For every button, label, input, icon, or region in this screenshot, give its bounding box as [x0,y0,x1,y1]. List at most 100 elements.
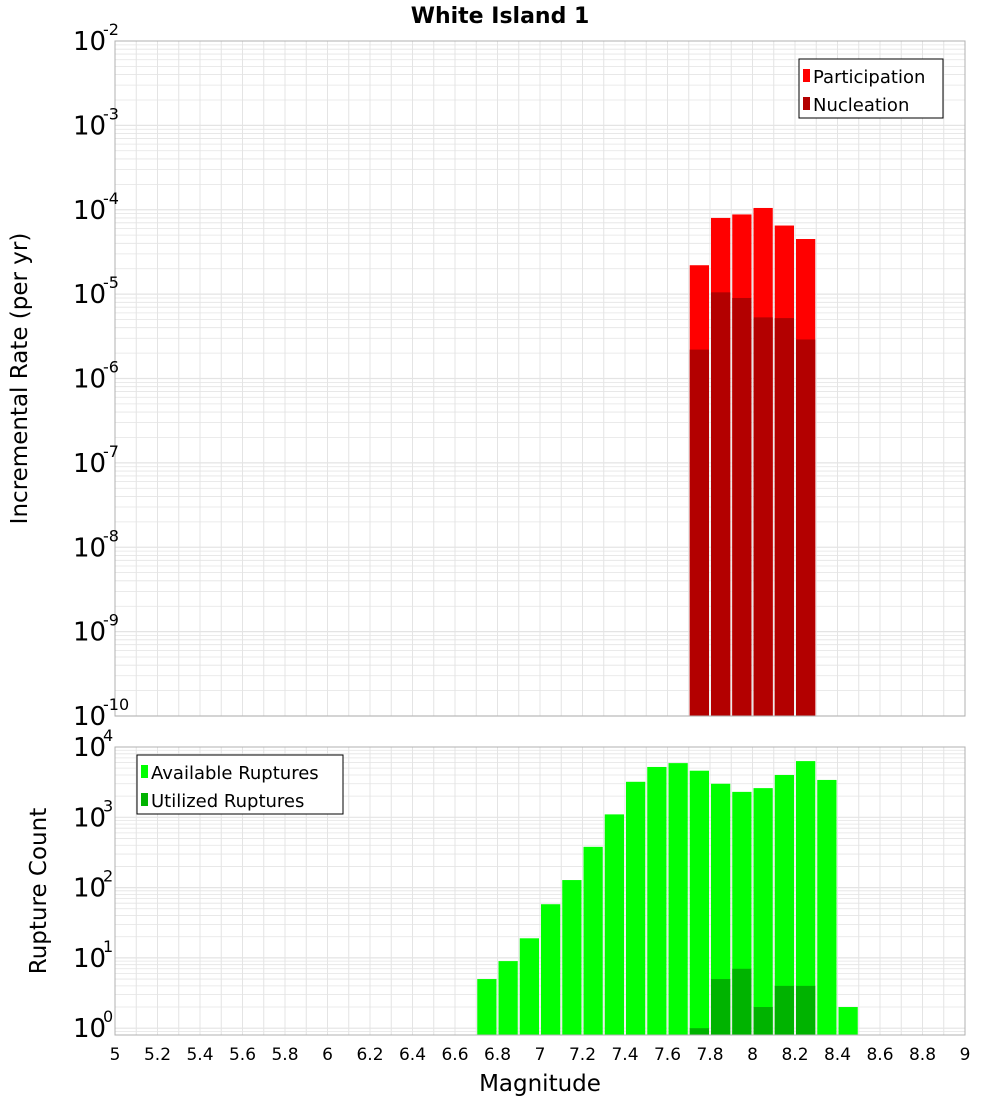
bar [753,788,773,1035]
y-tick-exponent: -9 [103,611,119,630]
bar [753,1007,773,1035]
y-tick-label: 10 [73,874,106,904]
x-tick-label: 7 [535,1045,546,1065]
bar [498,961,518,1035]
y-tick-exponent: 4 [103,726,113,745]
grid [114,747,966,1036]
bar [817,779,837,1035]
bar [732,297,752,716]
bar [689,349,709,716]
series-nucleation [689,292,816,716]
grid [114,41,966,717]
bar [626,781,646,1035]
x-tick-label: 6 [322,1045,333,1065]
bar [796,985,816,1035]
y-tick-label: 10 [73,449,106,479]
y-tick-exponent: -5 [103,273,119,292]
bar [519,938,539,1035]
legend-entry: Nucleation [813,95,909,116]
x-tick-labels: 5 5.2 5.4 5.6 5.8 6 6.2 6.4 6.6 6.8 7 7.2 7.4 7.6 7.8 8… [110,1045,971,1065]
y-tick-label: 10 [73,111,106,141]
bar [583,846,603,1035]
bar [541,904,561,1035]
y-tick-label: 10 [73,618,106,648]
y-tick-exponent: -3 [103,104,119,123]
x-tick-label: 5.2 [144,1045,171,1065]
x-tick-label: 5 [110,1045,121,1065]
bar [689,770,709,1035]
y-tick-exponent: -8 [103,526,119,545]
bar [689,1028,709,1035]
y-tick-exponent: 0 [103,1007,113,1026]
x-tick-label: 7.4 [611,1045,638,1065]
x-tick-label: 5.8 [271,1045,298,1065]
bar [711,979,731,1035]
bar [604,814,624,1035]
bar [774,985,794,1035]
x-tick-label: 8 [747,1045,758,1065]
x-tick-label: 7.2 [569,1045,596,1065]
y-axis-label: Incremental Rate (per yr) [7,233,33,525]
y-tick-exponent: -10 [103,695,129,714]
y-tick-label: 10 [73,280,106,310]
bar [838,1007,858,1035]
bar [711,783,731,1035]
x-tick-label: 5.6 [229,1045,256,1065]
x-axis-label: Magnitude [479,1071,601,1097]
y-axis-label: Rupture Count [26,808,52,974]
legend-swatch [803,69,810,82]
y-tick-exponent: -4 [103,189,119,208]
bar [668,763,688,1035]
legend-swatch [141,793,148,806]
legend-swatch [141,765,148,778]
y-tick-exponent: 3 [103,796,113,815]
x-tick-label: 6.6 [441,1045,468,1065]
x-tick-label: 8.2 [781,1045,808,1065]
legend: Participation Nucleation [798,58,944,119]
x-tick-label: 6.4 [399,1045,426,1065]
y-tick-exponent: -7 [103,442,119,461]
x-tick-label: 6.8 [484,1045,511,1065]
x-tick-label: 7.8 [696,1045,723,1065]
bar [647,766,667,1035]
x-tick-label: 8.6 [866,1045,893,1065]
legend-swatch [803,97,810,110]
y-tick-exponent: 1 [103,937,113,956]
x-tick-label: 6.2 [356,1045,383,1065]
y-tick-label: 10 [73,365,106,395]
y-tick-exponent: -6 [103,358,119,377]
legend-entry: Utilized Ruptures [151,791,304,812]
series-available-ruptures [477,761,858,1035]
y-tick-label: 10 [73,944,106,974]
y-tick-label: 10 [73,533,106,563]
legend-entry: Participation [813,67,925,88]
series-utilized-ruptures [689,968,816,1035]
y-tick-label: 10 [73,733,106,763]
y-tick-label: 10 [73,702,106,732]
x-tick-label: 8.4 [824,1045,851,1065]
x-tick-label: 9 [960,1045,971,1065]
y-tick-label: 10 [73,1014,106,1044]
rate-plot: 10-1010-910-810-710-610-510-410-310-2Inc… [7,20,966,732]
y-tick-exponent: -2 [103,20,119,39]
bar [711,292,731,716]
legend-entry: Available Ruptures [151,763,319,784]
y-tick-label: 10 [73,27,106,57]
bar [477,979,497,1035]
x-tick-label: 7.6 [654,1045,681,1065]
bar [562,880,582,1035]
bar [753,317,773,716]
y-tick-label: 10 [73,803,106,833]
x-tick-label: 8.8 [909,1045,936,1065]
y-tick-exponent: 2 [103,867,113,886]
bar [774,318,794,716]
x-tick-label: 5.4 [186,1045,213,1065]
y-tick-label: 10 [73,196,106,226]
chart-title: White Island 1 [411,4,590,29]
bar [732,968,752,1035]
bar [796,761,816,1035]
